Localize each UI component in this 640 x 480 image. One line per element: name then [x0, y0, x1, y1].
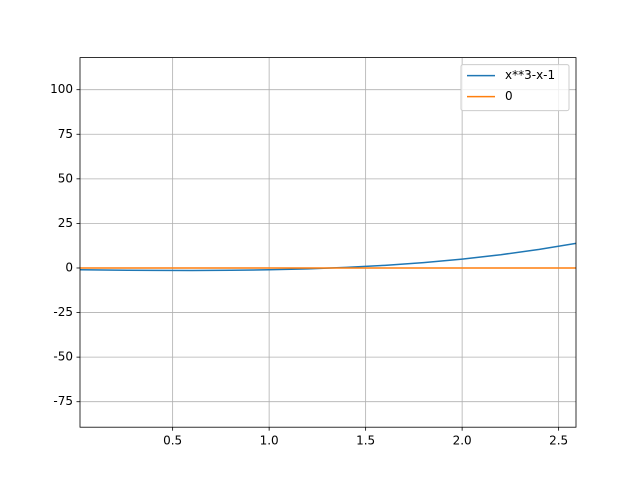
- x-tick-label: 2.5: [549, 434, 568, 448]
- x-tick-label: 2.0: [453, 434, 472, 448]
- legend: x**3-x-1 0: [460, 64, 570, 112]
- line-series: [80, 242, 576, 272]
- x-tick-label: 1.5: [356, 434, 375, 448]
- y-tick-label: 75: [58, 127, 73, 141]
- plot-frame: [79, 57, 577, 428]
- x-tick-label: 1.0: [260, 434, 279, 448]
- legend-label: 0: [505, 89, 513, 103]
- y-tick-label: -50: [53, 350, 73, 364]
- y-tick-label: -25: [53, 305, 73, 319]
- legend-label: x**3-x-1: [505, 68, 555, 82]
- y-tick-label: 100: [50, 82, 73, 96]
- y-tick-label: 25: [58, 216, 73, 230]
- y-tick-label: -75: [53, 394, 73, 408]
- y-tick-label: 0: [65, 260, 73, 274]
- x-tick-label: 0.5: [163, 434, 182, 448]
- y-tick-label: 50: [58, 171, 73, 185]
